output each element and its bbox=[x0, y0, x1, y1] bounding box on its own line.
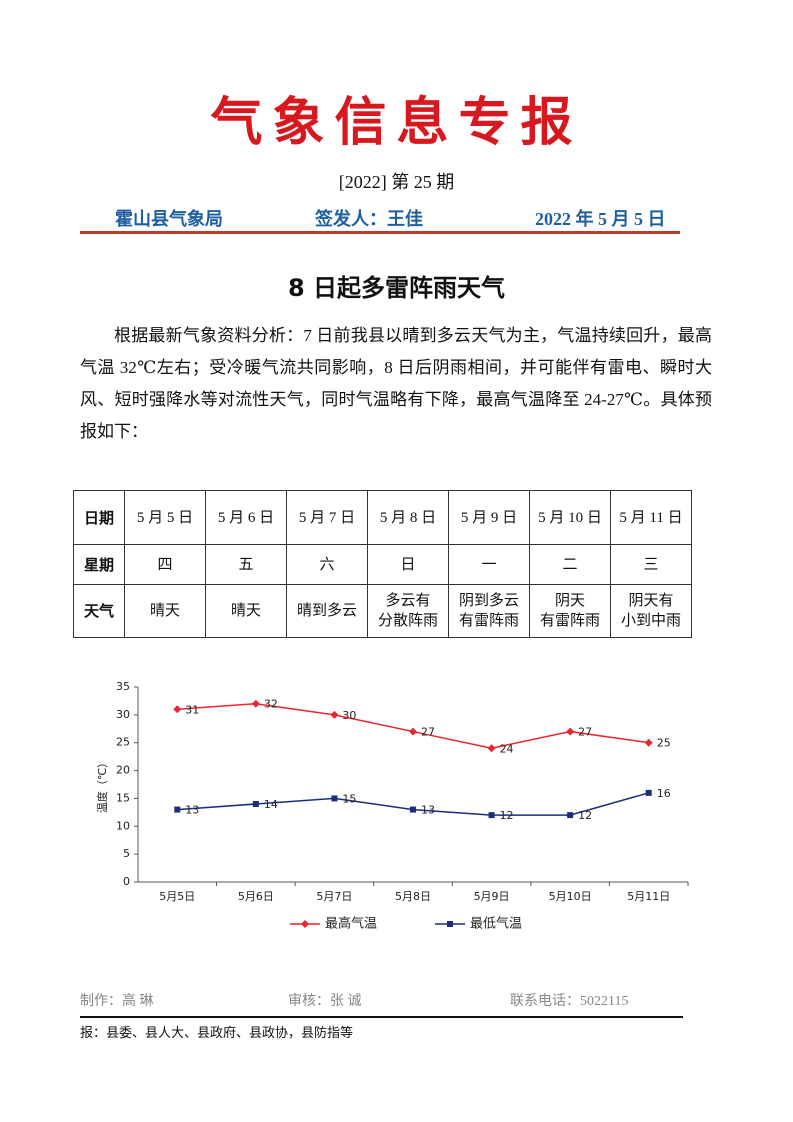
cell: 一 bbox=[448, 544, 530, 585]
cell: 5 月 11 日 bbox=[610, 490, 692, 545]
marker bbox=[567, 812, 574, 819]
marker bbox=[252, 801, 259, 807]
marker bbox=[487, 744, 496, 753]
data-label: 30 bbox=[342, 709, 356, 722]
chart: 0 5 10 15 20 25 30 35 温度（℃） 5月5日 5月6日 5月7日 5月8日 5月9日 5… bbox=[95, 680, 689, 932]
cell: 5 月 6 日 bbox=[205, 490, 287, 545]
marker bbox=[173, 705, 182, 714]
x-tick-label: 5月5日 bbox=[159, 890, 195, 903]
cell: 阴天 有雷阵雨 bbox=[529, 584, 611, 638]
row-header: 日期 bbox=[73, 490, 125, 545]
row-header: 天气 bbox=[73, 584, 125, 638]
date: 2022 年 5 月 5 日 bbox=[535, 209, 666, 229]
row-header: 星期 bbox=[73, 544, 125, 585]
data-label: 14 bbox=[264, 798, 278, 811]
data-label: 16 bbox=[657, 787, 671, 800]
data-label: 13 bbox=[185, 804, 199, 817]
data-label: 31 bbox=[185, 703, 199, 716]
y-axis-label: 温度（℃） bbox=[95, 757, 109, 813]
cell: 晴到多云 bbox=[286, 584, 368, 638]
cell: 5 月 8 日 bbox=[367, 490, 449, 545]
maker: 制作：高 琳 bbox=[80, 994, 154, 1009]
marker bbox=[251, 699, 260, 708]
cell: 三 bbox=[610, 544, 692, 585]
cell: 晴天 bbox=[205, 584, 287, 638]
doc-title: 气象信息专报 bbox=[210, 92, 583, 153]
cell: 5 月 7 日 bbox=[286, 490, 368, 545]
article-title: 8 日起多雷阵雨天气 bbox=[287, 274, 506, 302]
y-tick-label: 25 bbox=[116, 736, 130, 749]
marker bbox=[644, 738, 653, 747]
cell: 阴到多云 有雷阵雨 bbox=[448, 584, 530, 638]
cell: 阴天有 小到中雨 bbox=[610, 584, 692, 638]
reviewer: 审核：张 诚 bbox=[288, 994, 362, 1009]
cell: 二 bbox=[529, 544, 611, 585]
legend-label: 最高气温 bbox=[325, 916, 377, 932]
footer-line bbox=[80, 1016, 683, 1018]
cell: 5 月 10 日 bbox=[529, 490, 611, 545]
x-tick-label: 5月11日 bbox=[627, 890, 670, 903]
data-label: 27 bbox=[578, 726, 592, 739]
cell: 四 bbox=[124, 544, 206, 585]
cell: 五 bbox=[205, 544, 287, 585]
x-tick-label: 5月9日 bbox=[474, 890, 510, 903]
issue: [2022] 第 25 期 bbox=[338, 172, 455, 192]
y-tick-label: 20 bbox=[116, 764, 130, 777]
marker bbox=[566, 727, 575, 736]
x-tick-label: 5月8日 bbox=[395, 890, 431, 903]
data-label: 24 bbox=[500, 742, 514, 755]
cell: 日 bbox=[367, 544, 449, 585]
legend-label: 最低气温 bbox=[470, 916, 522, 932]
table-row: 天气 晴天 晴天 晴到多云 多云有 分散阵雨 阴到多云 有雷阵雨 阴天 有雷阵雨 阴天有 小到… bbox=[73, 584, 692, 638]
divider bbox=[80, 231, 680, 234]
marker bbox=[645, 789, 652, 796]
cell: 5 月 9 日 bbox=[448, 490, 530, 545]
marker bbox=[331, 795, 338, 802]
cell: 晴天 bbox=[124, 584, 206, 638]
y-tick-label: 35 bbox=[116, 680, 130, 693]
legend-marker bbox=[447, 921, 453, 927]
cell: 多云有 分散阵雨 bbox=[367, 584, 449, 638]
recipients: 报：县委、县人大、县政府、县政协，县防指等 bbox=[80, 1025, 354, 1040]
y-tick-label: 0 bbox=[123, 875, 130, 888]
marker bbox=[410, 806, 416, 813]
x-tick-label: 5月10日 bbox=[549, 890, 592, 903]
marker bbox=[488, 812, 495, 819]
x-tick-label: 5月7日 bbox=[316, 890, 352, 903]
x-tick-label: 5月6日 bbox=[238, 890, 274, 903]
signer: 签发人：王佳 bbox=[315, 209, 423, 229]
table-row: 星期四五六日一二三 bbox=[73, 544, 692, 585]
marker bbox=[409, 727, 417, 736]
y-tick-label: 15 bbox=[116, 791, 130, 804]
data-label: 25 bbox=[657, 737, 671, 750]
marker bbox=[330, 710, 339, 719]
data-label: 15 bbox=[342, 792, 356, 805]
data-label: 27 bbox=[421, 726, 435, 739]
y-tick-label: 5 bbox=[123, 847, 130, 860]
phone: 联系电话：5022115 bbox=[510, 994, 629, 1009]
article-body: 根据最新气象资料分析：7 日前我县以晴到多云天气为主，气温持续回升，最高气温 3… bbox=[80, 326, 712, 441]
data-label: 12 bbox=[578, 809, 592, 822]
data-label: 32 bbox=[264, 698, 278, 711]
y-tick-label: 10 bbox=[116, 819, 130, 832]
cell: 5 月 5 日 bbox=[124, 490, 206, 545]
y-tick-label: 30 bbox=[116, 708, 130, 721]
org: 霍山县气象局 bbox=[115, 209, 223, 229]
cell: 六 bbox=[286, 544, 368, 585]
data-label: 13 bbox=[421, 804, 435, 817]
legend-marker bbox=[301, 920, 309, 928]
marker bbox=[174, 806, 181, 813]
data-label: 12 bbox=[500, 809, 514, 822]
